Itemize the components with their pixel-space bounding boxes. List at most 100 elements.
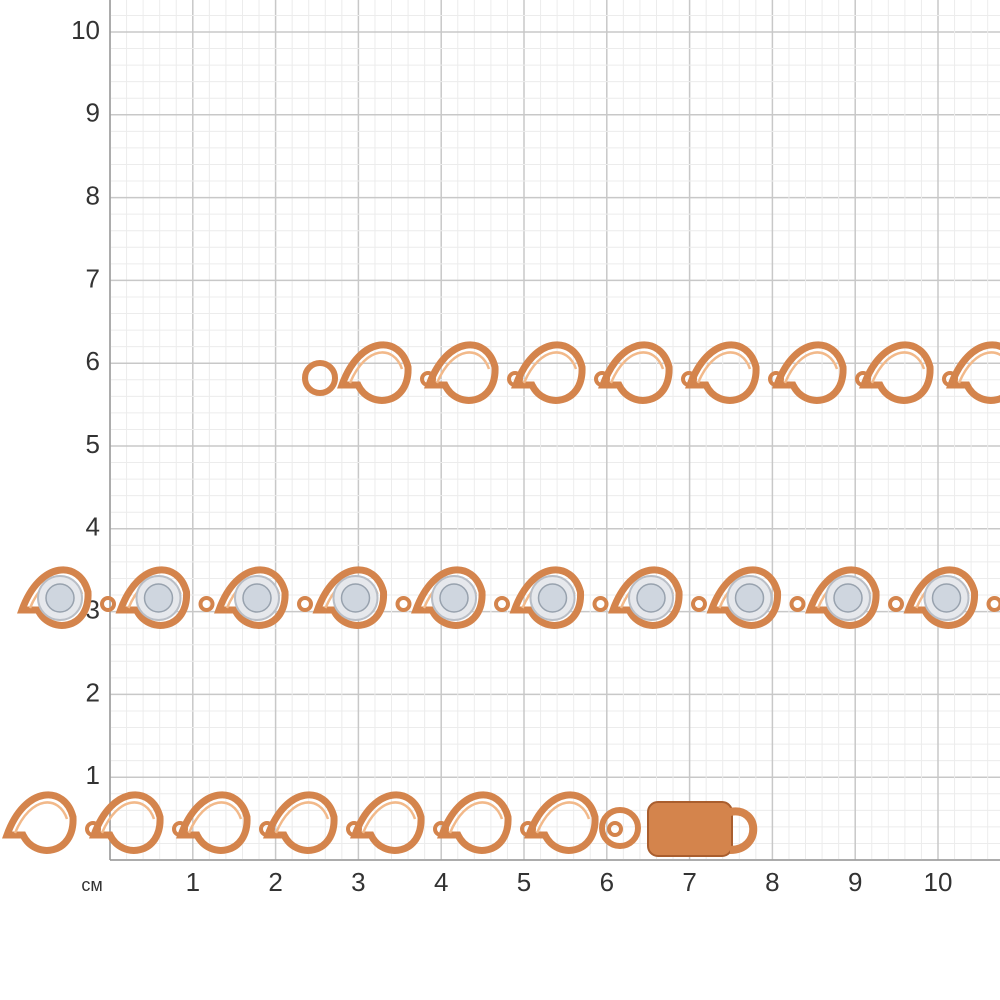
jump-ring (198, 596, 215, 612)
stone-link (312, 566, 412, 629)
y-label: 1 (86, 760, 100, 790)
jump-ring (691, 596, 707, 612)
y-label: 8 (86, 180, 100, 210)
link-highlight (696, 351, 752, 384)
link-wire (685, 341, 760, 404)
y-label: 9 (86, 98, 100, 128)
link-wire (608, 566, 683, 629)
link-highlight (870, 351, 926, 384)
link-highlight (522, 351, 578, 384)
stone (734, 583, 765, 613)
link-wire (946, 341, 1000, 404)
stone (439, 583, 469, 613)
link-wire (509, 566, 585, 629)
link-wire (511, 341, 586, 404)
y-label: 10 (71, 15, 100, 45)
link-highlight (100, 801, 156, 834)
bracelet (2, 341, 1000, 857)
link-highlight (187, 801, 243, 834)
stone-link (805, 566, 904, 629)
x-label: 2 (268, 867, 282, 897)
link-highlight (609, 351, 665, 384)
jump-ring (789, 596, 806, 612)
x-label: 4 (434, 867, 448, 897)
stone-link (903, 566, 1000, 629)
x-label: 9 (848, 867, 862, 897)
stone (537, 583, 568, 613)
link-wire (805, 566, 880, 629)
stone (242, 583, 272, 613)
link-highlight (361, 801, 417, 834)
y-label: 4 (86, 512, 100, 542)
link-wire (424, 341, 499, 404)
link-wire (598, 341, 673, 404)
stone-link (214, 566, 313, 629)
clasp (647, 801, 733, 857)
stone-link (115, 566, 215, 629)
jump-ring (888, 596, 904, 612)
jump-ring (395, 596, 412, 612)
x-label: 7 (682, 867, 696, 897)
link-wire (214, 566, 289, 629)
clasp-hook (729, 807, 758, 854)
x-label: 8 (765, 867, 779, 897)
link (946, 341, 1000, 404)
end-ring (302, 360, 338, 396)
link-highlight (783, 351, 839, 384)
end-ring (599, 807, 641, 849)
jump-ring (986, 596, 1000, 612)
stone-link (509, 566, 609, 629)
y-label: 2 (86, 677, 100, 707)
link-highlight (448, 801, 504, 834)
y-label: 7 (86, 263, 100, 293)
stone (931, 583, 962, 613)
link-wire (89, 791, 164, 854)
x-label: 3 (351, 867, 365, 897)
link-wire (115, 566, 191, 629)
link-wire (772, 341, 847, 404)
stone (45, 583, 75, 613)
stone-link (411, 566, 510, 629)
stone (143, 583, 174, 613)
link-wire (411, 566, 486, 629)
jump-ring (297, 596, 313, 612)
stone (340, 583, 371, 613)
jump-ring (592, 596, 609, 612)
link-wire (312, 566, 388, 629)
link-wire (437, 791, 512, 854)
y-label: 5 (86, 429, 100, 459)
link-highlight (535, 801, 591, 834)
link-wire (524, 791, 599, 854)
link-highlight (348, 351, 404, 384)
stone-link (706, 566, 806, 629)
stone-link (17, 566, 116, 629)
stone (833, 583, 863, 613)
unit-label: см (81, 875, 102, 895)
x-label: 1 (186, 867, 200, 897)
link-highlight (957, 351, 1000, 384)
link-wire (337, 341, 412, 404)
link-wire (859, 341, 934, 404)
link-wire (350, 791, 425, 854)
y-label: 6 (86, 346, 100, 376)
link-wire (263, 791, 338, 854)
link-wire (706, 566, 782, 629)
link-wire (2, 791, 77, 854)
x-label: 5 (517, 867, 531, 897)
stone-link (608, 566, 707, 629)
link (524, 791, 623, 854)
x-label: 6 (600, 867, 614, 897)
jump-ring (100, 596, 116, 612)
link-wire (903, 566, 979, 629)
link-highlight (274, 801, 330, 834)
stone (636, 583, 666, 613)
link-highlight (13, 801, 69, 834)
x-label: 10 (924, 867, 953, 897)
jump-ring (494, 596, 510, 612)
grid (109, 0, 1000, 861)
link-wire (17, 566, 92, 629)
link-highlight (435, 351, 491, 384)
